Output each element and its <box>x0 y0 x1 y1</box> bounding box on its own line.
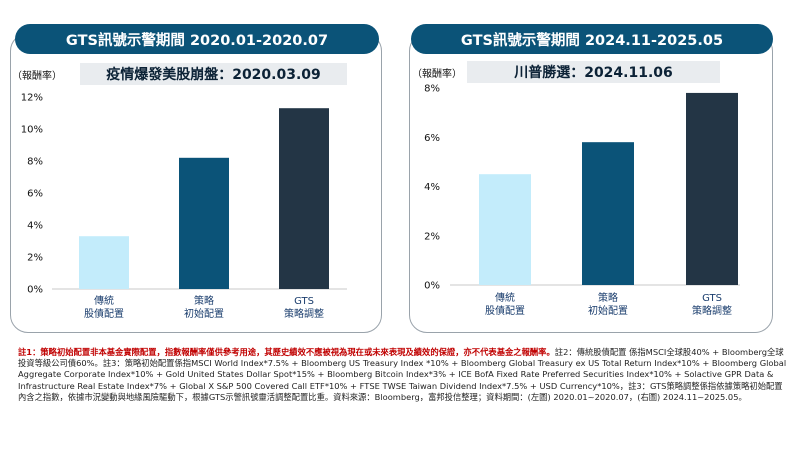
category-label-left-3: GTS 策略調整 <box>284 296 324 320</box>
category-label-left-1: 傳統股債配置 <box>84 294 124 320</box>
y-tick-label-right: 0% <box>424 281 440 292</box>
y-tick-label-left: 4% <box>27 221 43 232</box>
y-tick-label-left: 8% <box>27 157 43 168</box>
y-tick-label-left: 10% <box>21 125 43 136</box>
footnotes: 註1：策略初始配置非本基金實際配置，指數報酬率僅供參考用途，其歷史績效不應被視為… <box>18 347 790 403</box>
y-tick-label-right: 6% <box>424 133 440 144</box>
y-tick-label-left: 6% <box>27 189 43 200</box>
y-tick-label-left: 2% <box>27 253 43 264</box>
category-label-right-2: 策略初始配置 <box>588 291 628 317</box>
bar-right-1 <box>479 174 531 285</box>
bar-left-1 <box>79 236 129 289</box>
chart-subtitle-left: 疫情爆發美股崩盤：2020.03.09 <box>80 63 347 85</box>
bar-right-3 <box>686 92 738 285</box>
y-tick-label-right: 4% <box>424 182 440 193</box>
bar-left-3 <box>279 108 329 289</box>
y-tick-label-left: 0% <box>27 285 43 296</box>
footnote-disclaimer: 註1：策略初始配置非本基金實際配置，指數報酬率僅供參考用途，其歷史績效不應被視為… <box>18 347 555 357</box>
bar-left-2 <box>179 157 229 289</box>
category-label-right-3: GTS 策略調整 <box>692 293 732 317</box>
category-label-right-1: 傳統股債配置 <box>485 291 525 317</box>
y-axis-label-right: （報酬率） <box>412 69 462 80</box>
bar-right-2 <box>582 142 634 285</box>
y-axis-label-left: （報酬率） <box>12 71 62 82</box>
y-tick-label-left: 12% <box>21 93 43 104</box>
footnote-details: 註2：傳統股債配置 係指MSCI全球股40% + Bloomberg全球投資等級… <box>18 347 787 402</box>
category-label-left-2: 策略初始配置 <box>184 294 224 320</box>
chart-subtitle-right: 川普勝選：2024.11.06 <box>467 61 720 83</box>
y-tick-label-right: 8% <box>424 84 440 95</box>
chart-title-left: GTS訊號示警期間 2020.01-2020.07 <box>15 24 379 54</box>
chart-title-right: GTS訊號示警期間 2024.11-2025.05 <box>411 24 773 54</box>
y-tick-label-right: 2% <box>424 231 440 242</box>
